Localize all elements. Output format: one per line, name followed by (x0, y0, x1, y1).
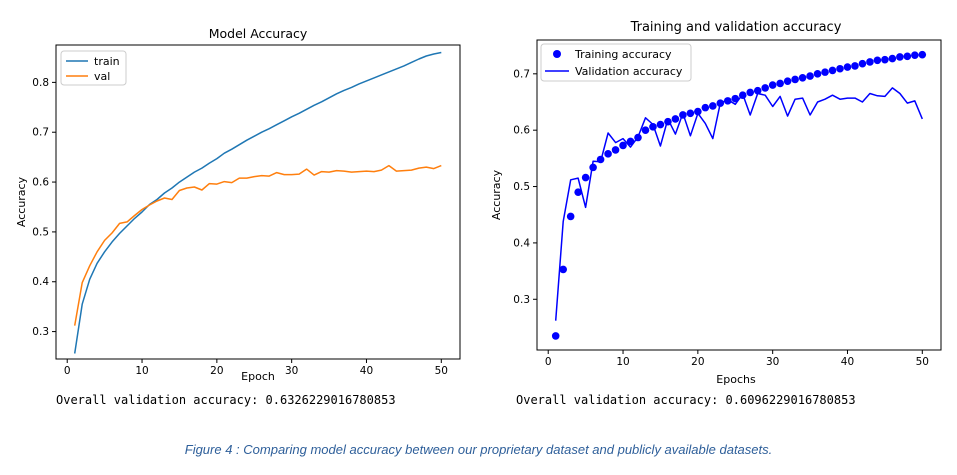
legend: train val (60, 50, 127, 86)
summary-right: Overall validation accuracy: 0.609622901… (516, 393, 856, 407)
series-line-validation-accuracy (554, 87, 923, 321)
y-axis-label: Accuracy (15, 176, 28, 227)
data-point-training-accuracy (723, 97, 732, 105)
y-tick-label: 0.3 (513, 294, 530, 306)
data-point-training-accuracy (604, 150, 612, 158)
series-line-train (73, 51, 442, 354)
data-point-training-accuracy (761, 84, 769, 92)
y-tick-label: 0.6 (513, 125, 530, 137)
data-point-training-accuracy (851, 62, 859, 70)
x-tick-label: 20 (691, 356, 704, 368)
data-point-training-accuracy (581, 173, 590, 182)
legend-box (540, 43, 692, 82)
chart-title: Training and validation accuracy (630, 20, 842, 35)
x-tick-label: 50 (435, 365, 448, 377)
y-tick-label: 0.5 (32, 226, 49, 238)
data-point-training-accuracy (821, 68, 829, 76)
x-tick-label: 20 (210, 365, 223, 377)
data-point-training-accuracy (768, 81, 777, 89)
y-tick-label: 0.4 (32, 276, 49, 288)
data-point-training-accuracy (656, 120, 665, 129)
legend-label-val: val (94, 70, 110, 83)
chart-model-accuracy: Model Accuracy Epoch Accuracy 0 10 20 30 40 5… (15, 26, 461, 383)
x-tick-label: 30 (766, 356, 779, 368)
data-point-training-accuracy (836, 64, 844, 73)
data-point-training-accuracy (783, 77, 792, 85)
data-point-training-accuracy (813, 70, 822, 78)
legend-label-training: Training accuracy (574, 48, 672, 61)
y-tick-label: 0.8 (32, 77, 49, 89)
y-tick-label: 0.6 (32, 177, 49, 189)
summary-left: Overall validation accuracy: 0.632622901… (56, 393, 396, 407)
legend-swatch-training (553, 50, 561, 58)
data-point-training-accuracy (888, 54, 897, 63)
data-point-training-accuracy (746, 88, 755, 97)
data-point-training-accuracy (903, 52, 912, 61)
data-point-training-accuracy (798, 73, 807, 82)
data-point-training-accuracy (806, 72, 814, 80)
data-point-training-accuracy (701, 103, 710, 112)
data-point-training-accuracy (791, 75, 799, 84)
y-tick-label: 0.5 (513, 181, 530, 193)
data-point-training-accuracy (611, 146, 620, 154)
x-tick-label: 40 (360, 365, 373, 377)
data-point-training-accuracy (843, 63, 852, 71)
chart-title: Model Accuracy (209, 26, 308, 41)
data-point-training-accuracy (671, 115, 680, 123)
x-tick-label: 10 (135, 365, 148, 377)
series-layer (551, 50, 927, 340)
data-point-training-accuracy (574, 188, 582, 196)
y-axis-label: Accuracy (490, 169, 503, 220)
y-tick-label: 0.3 (32, 326, 49, 338)
legend-label-train: train (94, 55, 120, 68)
data-point-training-accuracy (873, 56, 882, 65)
data-point-training-accuracy (858, 59, 867, 68)
data-point-training-accuracy (753, 86, 762, 95)
x-tick-label: 50 (916, 356, 929, 368)
axis-ticks: 0 10 20 30 40 50 0.3 0.4 0.5 0.6 0.7 (513, 68, 929, 368)
data-point-training-accuracy (828, 66, 837, 75)
data-point-training-accuracy (566, 212, 575, 221)
axis-ticks: 0 10 20 30 40 50 0.3 0.4 0.5 0.6 0.7 0.8 (32, 77, 448, 377)
y-tick-label: 0.4 (513, 237, 530, 249)
y-tick-label: 0.7 (32, 127, 49, 139)
y-tick-label: 0.7 (513, 68, 530, 80)
x-tick-label: 30 (285, 365, 298, 377)
data-point-training-accuracy (641, 126, 650, 134)
series-layer (73, 51, 442, 354)
data-point-training-accuracy (918, 50, 927, 59)
data-point-training-accuracy (709, 102, 717, 110)
series-line-val (73, 164, 442, 326)
figure-caption: Figure 4 : Comparing model accuracy betw… (184, 442, 773, 457)
data-point-training-accuracy (559, 265, 567, 274)
data-point-training-accuracy (866, 58, 874, 66)
legend: Training accuracy Validation accuracy (540, 43, 692, 82)
data-point-training-accuracy (619, 141, 627, 150)
x-axis-label: Epoch (241, 370, 275, 383)
chart-training-validation-accuracy: Training and validation accuracy Epochs … (490, 20, 942, 386)
x-tick-label: 10 (616, 356, 629, 368)
data-point-training-accuracy (881, 55, 889, 64)
plot-frame (536, 39, 942, 351)
x-tick-label: 40 (841, 356, 854, 368)
x-tick-label: 0 (545, 356, 552, 368)
data-point-training-accuracy (694, 107, 702, 116)
x-tick-label: 0 (64, 365, 71, 377)
data-point-training-accuracy (911, 51, 919, 60)
x-axis-label: Epochs (716, 373, 756, 386)
data-point-training-accuracy (551, 332, 560, 340)
plot-frame (55, 44, 461, 360)
data-point-training-accuracy (776, 79, 784, 88)
legend-label-validation: Validation accuracy (575, 65, 683, 78)
data-point-training-accuracy (896, 53, 904, 61)
data-point-training-accuracy (686, 109, 695, 118)
